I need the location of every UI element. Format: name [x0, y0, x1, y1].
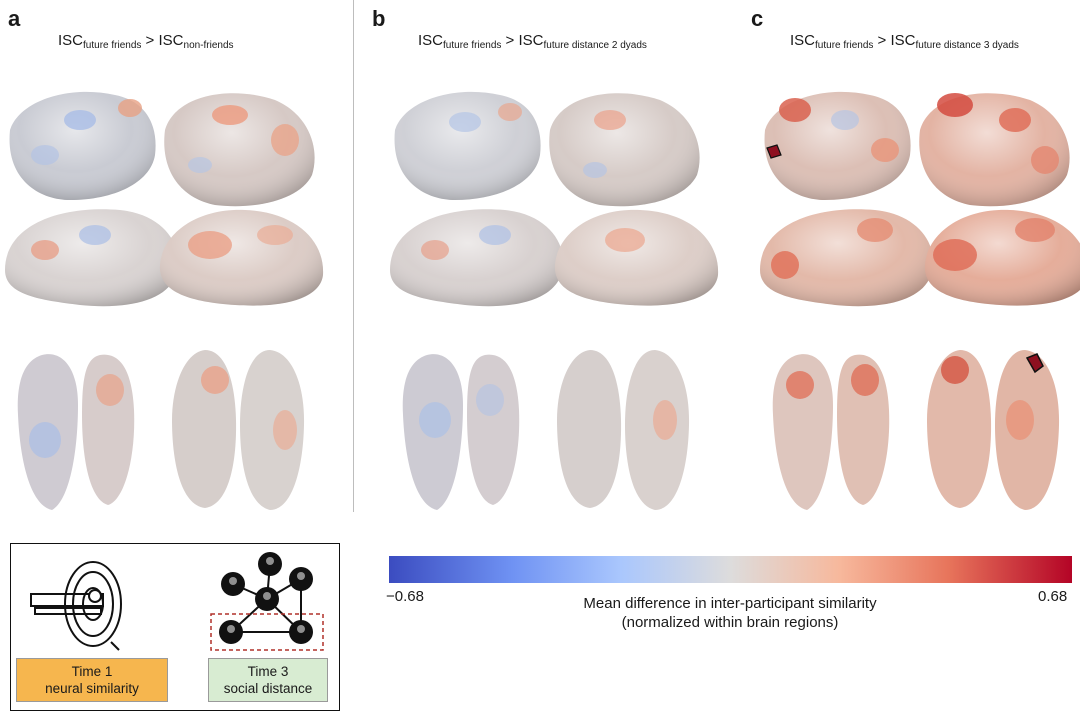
colorbar — [389, 556, 1072, 583]
time3-label: Time 3 social distance — [208, 658, 328, 702]
panel-title-a: ISCfuture friends > ISCnon-friends — [58, 32, 234, 51]
panel-title-c: ISCfuture friends > ISCfuture distance 3… — [790, 32, 1019, 51]
time1-label: Time 1 neural similarity — [16, 658, 168, 702]
colorbar-max-label: 0.68 — [1038, 588, 1068, 605]
schematic-illustration — [30, 552, 324, 651]
colorbar-title: Mean difference in inter-participant sim… — [583, 595, 877, 631]
method-schematic-inset: Time 1 neural similarity Time 3 social d… — [10, 543, 340, 711]
brain-set-a — [5, 91, 324, 510]
panel-letter-a: a — [8, 6, 21, 31]
brain-set-c — [760, 91, 1080, 510]
panel-letter-b: b — [372, 6, 386, 31]
colorbar-min-label: −0.68 — [386, 588, 424, 605]
brain-surface-renderings — [5, 91, 1080, 510]
brain-set-b — [390, 91, 719, 510]
panel-title-b: ISCfuture friends > ISCfuture distance 2… — [418, 32, 647, 51]
panel-divider — [353, 0, 354, 512]
panel-letter-c: c — [751, 6, 764, 31]
mri-scanner-icon — [30, 561, 122, 651]
